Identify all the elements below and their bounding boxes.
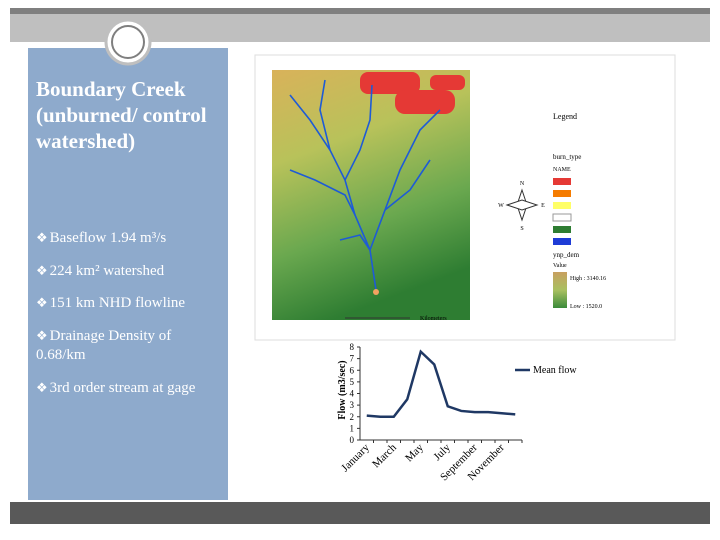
burn-area [360, 72, 465, 114]
y-tick-label: 4 [350, 389, 355, 399]
ornament-inner [111, 25, 145, 59]
bullet-item: ❖ Baseflow 1.94 m³/s [36, 228, 216, 248]
y-tick-label: 6 [350, 365, 355, 375]
y-axis-label: Flow (m3/sec) [337, 360, 348, 419]
y-tick-label: 2 [350, 412, 355, 422]
bullet-glyph: ❖ [36, 295, 48, 310]
compass-label: S [520, 226, 523, 232]
y-tick-label: 7 [350, 354, 355, 364]
bottom-band [10, 502, 710, 524]
x-tick-label: March [370, 441, 399, 470]
bullet-glyph: ❖ [36, 380, 48, 395]
bullet-glyph: ❖ [36, 230, 48, 245]
map-legend-label: ynp_dem [553, 251, 580, 259]
side-panel [28, 48, 228, 500]
bullet-text: 3rd order stream at gage [49, 380, 196, 396]
bullet-item: ❖ 3rd order stream at gage [36, 378, 216, 398]
bullet-glyph: ❖ [36, 328, 48, 343]
legend-label: Mean flow [533, 365, 577, 376]
burn-swatches [552, 178, 572, 245]
y-tick-label: 1 [350, 423, 355, 433]
map-legend-title: Legend [553, 112, 577, 121]
bullet-text: 151 km NHD flowline [49, 295, 186, 311]
bullet-item: ❖ Drainage Density of 0.68/km [36, 326, 216, 365]
bullet-text: Drainage Density of 0.68/km [36, 328, 172, 363]
streams [289, 79, 441, 291]
x-tick-label: May [403, 441, 426, 464]
map-legend-label: Low : 1520.0 [570, 304, 602, 310]
bullet-text: 224 km² watershed [49, 263, 165, 279]
bullet-glyph: ❖ [36, 263, 48, 278]
map-legend-label: burn_type [553, 153, 581, 161]
x-tick-label: January [339, 441, 372, 474]
map-legend-label: High : 3140.16 [570, 276, 606, 282]
x-tick-label: July [431, 441, 453, 463]
compass-label: E [541, 203, 545, 209]
north-arrow [505, 188, 539, 222]
slide-title: Boundary Creek (unburned/ control waters… [36, 77, 207, 153]
gage [373, 289, 379, 295]
y-tick-label: 8 [350, 342, 355, 352]
y-tick-label: 0 [350, 435, 355, 445]
y-tick-label: 3 [350, 400, 355, 410]
map-legend-label: NAME [553, 167, 571, 173]
bullet-text: Baseflow 1.94 m³/s [49, 230, 167, 246]
y-tick-label: 5 [350, 377, 355, 387]
dem-ramp [553, 272, 567, 308]
bullet-item: ❖ 224 km² watershed [36, 261, 216, 281]
map-legend-label: Value [553, 263, 567, 269]
compass-label: W [498, 203, 504, 209]
series-line [366, 349, 516, 418]
top-stripe [10, 8, 710, 14]
bullet-item: ❖ 151 km NHD flowline [36, 293, 216, 313]
compass-label: N [520, 181, 525, 187]
scale-label: Kilometers [420, 316, 447, 322]
